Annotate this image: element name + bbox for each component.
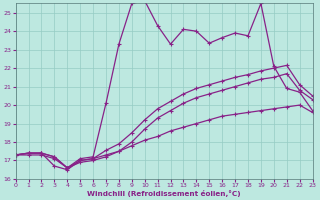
X-axis label: Windchill (Refroidissement éolien,°C): Windchill (Refroidissement éolien,°C)	[87, 190, 241, 197]
